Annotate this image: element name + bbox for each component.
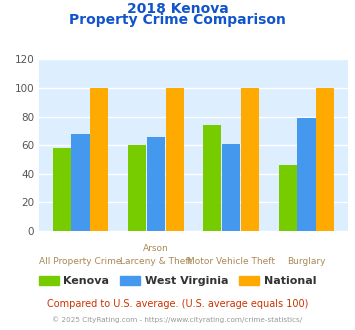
Bar [241, 88, 259, 231]
Bar [90, 88, 108, 231]
Text: Larceny & Theft: Larceny & Theft [120, 257, 192, 266]
Text: Property Crime Comparison: Property Crime Comparison [69, 13, 286, 27]
Text: Compared to U.S. average. (U.S. average equals 100): Compared to U.S. average. (U.S. average … [47, 299, 308, 309]
Bar [316, 88, 334, 231]
Bar [128, 145, 146, 231]
Bar [53, 148, 71, 231]
Bar [71, 134, 89, 231]
Text: Burglary: Burglary [287, 257, 326, 266]
Legend: Kenova, West Virginia, National: Kenova, West Virginia, National [34, 271, 321, 290]
Bar [147, 137, 165, 231]
Text: © 2025 CityRating.com - https://www.cityrating.com/crime-statistics/: © 2025 CityRating.com - https://www.city… [53, 317, 302, 323]
Bar [297, 118, 316, 231]
Text: All Property Crime: All Property Crime [39, 257, 122, 266]
Text: 2018 Kenova: 2018 Kenova [127, 2, 228, 16]
Text: Arson: Arson [143, 244, 169, 253]
Bar [165, 88, 184, 231]
Bar [222, 144, 240, 231]
Bar [203, 125, 222, 231]
Text: Motor Vehicle Theft: Motor Vehicle Theft [187, 257, 275, 266]
Bar [279, 165, 297, 231]
